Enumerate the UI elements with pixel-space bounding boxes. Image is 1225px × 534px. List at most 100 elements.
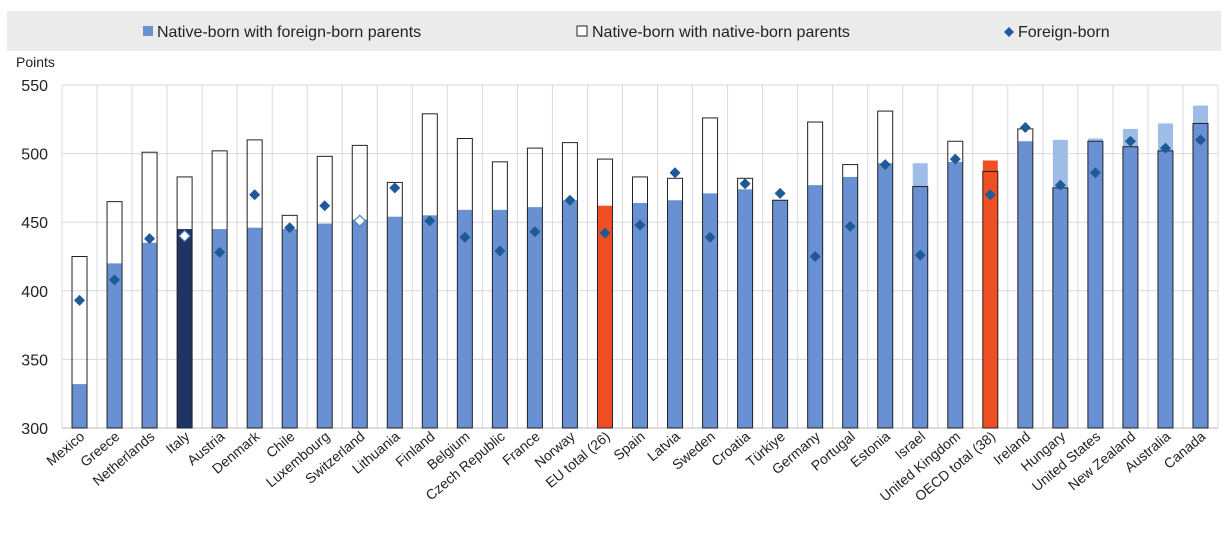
marker-croatia-foreign-born (739, 178, 751, 190)
marker-canada-foreign-born (1194, 134, 1206, 146)
bar-eu-total-26-native-parents (596, 158, 613, 429)
bar-france-native-parents (526, 147, 543, 429)
bar-estonia-foreign-parents (877, 163, 893, 429)
bar-germany-native-parents (807, 121, 824, 429)
bar-czech-republic-foreign-parents (492, 209, 508, 428)
legend-swatch-foreign-born-diamond (1004, 27, 1014, 37)
bar-united-kingdom-foreign-parents (947, 161, 963, 428)
bar-norway-foreign-parents (562, 200, 578, 428)
bar-luxembourg-native-parents (316, 155, 333, 429)
bar-denmark-native-parents (246, 139, 263, 429)
x-tick-label-spain: Spain (610, 428, 648, 463)
bar-greece-native-parents (106, 201, 123, 429)
legend-swatch-native-native-parents (576, 25, 588, 37)
bar-greece-foreign-parents (107, 263, 123, 428)
bar-t-rkiye-native-parents (772, 199, 789, 429)
bar-spain-native-parents (632, 176, 648, 429)
bar-hungary-foreign-parents (1052, 187, 1068, 428)
bar-canada-foreign-parents (1192, 123, 1208, 428)
marker-israel-foreign-born (914, 249, 926, 261)
bar-eu-total-26-foreign-parents (597, 205, 613, 428)
marker-mexico-foreign-born (74, 294, 86, 306)
foreign-born-markers (74, 122, 1206, 306)
marker-chile-foreign-born (284, 222, 296, 234)
y-tick-label: 550 (21, 78, 48, 95)
marker-new-zealand-foreign-born (1124, 135, 1136, 147)
bar-israel-foreign-parents (912, 186, 928, 428)
bar-austria-native-parents (211, 150, 228, 429)
bar-united-states-native-parents (1087, 140, 1104, 429)
bar-israel-native-parents (912, 186, 929, 429)
bar-canada-native-parents (1192, 122, 1209, 429)
bar-france-foreign-parents (527, 207, 543, 428)
y-tick-label: 300 (21, 421, 48, 438)
bar-mexico-foreign-parents (72, 384, 88, 428)
bar-switzerland-native-parents (351, 144, 368, 429)
legend-label-foreign-born: Foreign-born (1018, 24, 1110, 41)
marker-greece-foreign-born (109, 274, 121, 286)
marker-luxembourg-foreign-born (319, 200, 331, 212)
bar-finland-native-parents (421, 113, 438, 429)
x-tick-label-estonia: Estonia (847, 428, 893, 470)
bar-belgium-foreign-parents (457, 209, 473, 428)
bar-netherlands-foreign-parents (142, 242, 158, 428)
marker-netherlands-foreign-born (144, 233, 156, 245)
bar-chile-native-parents (281, 214, 298, 429)
marker-ireland-foreign-born (1019, 122, 1031, 134)
bar-czech-republic-native-parents (491, 161, 508, 429)
bar-norway-native-parents (561, 142, 578, 429)
y-tick-labels: 300 350 400 450 500 550 (21, 78, 48, 438)
bar-estonia-native-parents (877, 110, 894, 429)
bar-t-rkiye-foreign-parents (772, 200, 788, 428)
bar-lithuania-foreign-parents (387, 216, 403, 428)
y-tick-label: 350 (21, 352, 48, 369)
bar-oecd-total-38-foreign-parents-excess (982, 160, 998, 172)
bar-mexico-native-parents (71, 256, 88, 429)
marker-italy-foreign-born (178, 229, 191, 243)
marker-hungary-foreign-born (1054, 179, 1066, 191)
bar-belgium-native-parents (456, 138, 473, 429)
bar-germany-foreign-parents (807, 185, 823, 428)
bar-spain-foreign-parents (632, 202, 648, 428)
bar-portugal-native-parents (842, 164, 859, 429)
bar-sweden-native-parents (702, 117, 719, 429)
bar-croatia-foreign-parents (737, 189, 753, 428)
bar-new-zealand-foreign-parents (1122, 146, 1138, 429)
bar-united-states-foreign-parents (1087, 141, 1103, 428)
bar-israel-foreign-parents-excess (912, 163, 928, 187)
bar-latvia-foreign-parents (667, 200, 683, 428)
marker-spain-foreign-born (634, 219, 646, 231)
marker-france-foreign-born (529, 226, 541, 238)
marker-germany-foreign-born (809, 251, 821, 262)
marker-united-states-foreign-born (1089, 167, 1101, 179)
marker-finland-foreign-born (424, 215, 436, 227)
marker-t-rkiye-foreign-born (774, 187, 786, 199)
legend-swatch-native-foreign-parents (143, 26, 153, 36)
bar-australia-foreign-parents (1157, 150, 1173, 428)
marker-denmark-foreign-born (249, 189, 261, 201)
bar-hungary-foreign-parents-excess (1052, 139, 1068, 188)
bar-chile-foreign-parents (282, 229, 298, 428)
marker-switzerland-foreign-born (353, 214, 367, 228)
marker-latvia-foreign-born (669, 167, 681, 179)
bar-denmark-foreign-parents (247, 227, 263, 428)
bar-united-states-foreign-parents-excess (1087, 138, 1103, 142)
legend-background (7, 11, 1221, 51)
bar-austria-foreign-parents (212, 229, 228, 428)
marker-czech-republic-foreign-born (494, 245, 506, 257)
marker-lithuania-foreign-born (389, 182, 401, 194)
marker-estonia-foreign-born (879, 159, 891, 171)
marker-belgium-foreign-born (459, 231, 471, 243)
marker-australia-foreign-born (1159, 142, 1171, 154)
y-tick-label: 450 (21, 215, 48, 232)
bar-netherlands-native-parents (141, 151, 158, 429)
bar-united-kingdom-native-parents (947, 140, 964, 429)
bar-switzerland-foreign-parents (352, 219, 368, 428)
bar-ireland-foreign-parents (1017, 141, 1033, 428)
y-tick-label: 500 (21, 147, 48, 164)
bar-italy-foreign-parents (177, 229, 193, 428)
y-tick-label: 400 (21, 284, 48, 301)
bar-oecd-total-38-foreign-parents (982, 171, 998, 428)
